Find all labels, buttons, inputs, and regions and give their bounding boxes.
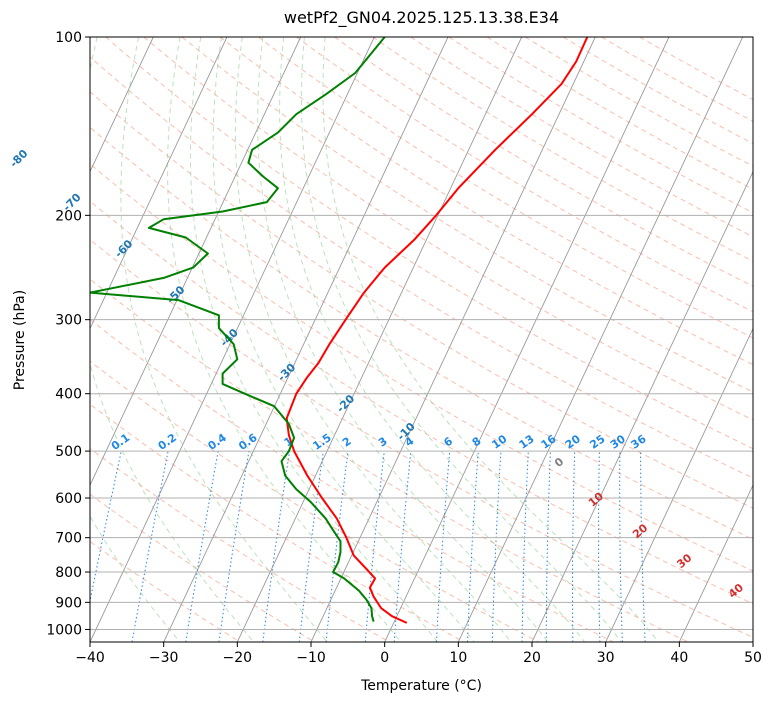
- mixing-ratio-label: 4: [403, 434, 417, 449]
- mixing-ratio-label: 36: [629, 432, 649, 452]
- background-lines: [0, 37, 775, 642]
- moist-adiabat-label: 40: [726, 581, 746, 601]
- mixing-ratio-label: 0.2: [156, 431, 179, 453]
- y-tick-label: 100: [55, 30, 82, 46]
- mixing-ratio-line: [468, 451, 479, 642]
- moist-adiabat-label: 20: [630, 521, 650, 541]
- mixing-ratio-line: [326, 451, 348, 642]
- y-tick-label: 400: [55, 387, 82, 403]
- isotherm-label: -30: [275, 361, 298, 384]
- y-axis-label: Pressure (hPa): [12, 290, 28, 390]
- x-tick-label: −30: [149, 650, 179, 666]
- dry-adiabat-line: [0, 37, 775, 642]
- mixing-ratio-line: [436, 451, 449, 642]
- x-tick-label: 0: [380, 650, 389, 666]
- mixing-ratio-label: 0.4: [205, 431, 229, 453]
- mixing-ratio-line: [573, 451, 575, 642]
- mixing-ratio-label: 3: [376, 434, 390, 449]
- y-tick-label: 300: [55, 313, 82, 329]
- y-tick-label: 700: [55, 531, 82, 547]
- moist-adiabat-label: 10: [586, 489, 606, 509]
- mixing-ratio-line: [641, 451, 646, 642]
- mixing-ratio-label: 0.1: [109, 431, 132, 453]
- isotherm-line: [679, 37, 775, 642]
- mixing-ratio-line: [522, 451, 528, 642]
- dry-adiabat-line: [220, 37, 775, 642]
- dry-adiabat-line: [0, 37, 775, 642]
- isotherm-label: -20: [334, 392, 357, 415]
- x-tick-label: −40: [75, 650, 105, 666]
- moist-adiabat-line: [23, 37, 180, 642]
- mixing-ratio-label: 30: [608, 432, 628, 452]
- y-tick-label: 900: [55, 595, 82, 611]
- isotherm-line: [458, 37, 742, 642]
- isotherm-line: [532, 37, 775, 642]
- x-tick-label: 40: [670, 650, 688, 666]
- x-tick-label: 10: [449, 650, 467, 666]
- dry-adiabat-line: [0, 37, 775, 642]
- dry-adiabat-line: [411, 37, 775, 642]
- moist-adiabat-label: 0: [552, 455, 566, 470]
- mixing-ratio-label: 25: [587, 432, 607, 451]
- moist-adiabat-line: [258, 37, 548, 642]
- isotherm-line: [606, 37, 775, 642]
- mixing-ratio-line: [132, 451, 168, 642]
- x-axis-label: Temperature (°C): [90, 678, 753, 694]
- y-tick-label: 500: [55, 444, 82, 460]
- isotherm-label: -60: [112, 237, 135, 260]
- dry-adiabat-line: [0, 37, 315, 642]
- moist-adiabat-line: [280, 37, 585, 642]
- mixing-ratio-line: [394, 451, 411, 642]
- mixing-ratio-label: 20: [563, 432, 583, 452]
- mixing-ratio-line: [599, 451, 600, 642]
- mixing-ratio-label: 1.5: [310, 431, 333, 453]
- x-tick-label: 20: [523, 650, 541, 666]
- mixing-ratio-line: [263, 451, 290, 642]
- dry-adiabat-line: [487, 37, 775, 642]
- dry-adiabat-line: [335, 37, 775, 642]
- isotherm-line: [164, 37, 448, 642]
- mixing-ratio-line: [219, 451, 249, 642]
- mixing-ratio-line: [82, 451, 122, 642]
- mixing-ratio-line: [186, 451, 218, 642]
- y-tick-label: 800: [55, 565, 82, 581]
- isotherm-line: [0, 37, 227, 642]
- y-tick-label: 1000: [46, 622, 82, 638]
- chart-title: wetPf2_GN04.2025.125.13.38.E34: [90, 8, 753, 27]
- mixing-ratio-label: 6: [441, 434, 455, 449]
- isotherm-line: [753, 37, 775, 642]
- x-tick-label: 30: [597, 650, 615, 666]
- isotherm-line: [385, 37, 669, 642]
- mixing-ratio-line: [546, 451, 550, 642]
- isotherm-label: -80: [7, 147, 30, 170]
- x-tick-label: 50: [744, 650, 762, 666]
- isotherm-line: [0, 37, 6, 642]
- isotherm-line: [311, 37, 595, 642]
- mixing-ratio-label: 0.6: [236, 431, 260, 453]
- x-tick-label: −20: [223, 650, 253, 666]
- moist-adiabat-line: [301, 37, 621, 642]
- mixing-ratio-label: 10: [489, 432, 509, 452]
- dry-adiabat-line: [373, 37, 775, 642]
- dry-adiabat-line: [68, 37, 775, 642]
- isotherm-line: [16, 37, 300, 642]
- moist-adiabat-label: 30: [674, 551, 694, 571]
- mixing-ratio-label: 13: [517, 432, 537, 451]
- temperature-profile-line: [287, 37, 588, 623]
- dry-adiabat-line: [449, 37, 775, 642]
- mixing-ratio-line: [620, 451, 623, 642]
- dry-adiabat-line: [0, 37, 539, 642]
- dry-adiabat-line: [30, 37, 775, 642]
- plot-frame: [90, 37, 753, 642]
- x-tick-label: −10: [296, 650, 326, 666]
- y-tick-label: 200: [55, 208, 82, 224]
- dry-adiabat-line: [640, 37, 775, 642]
- y-tick-label: 600: [55, 491, 82, 507]
- dry-adiabat-line: [602, 37, 775, 642]
- dry-adiabat-line: [0, 37, 240, 642]
